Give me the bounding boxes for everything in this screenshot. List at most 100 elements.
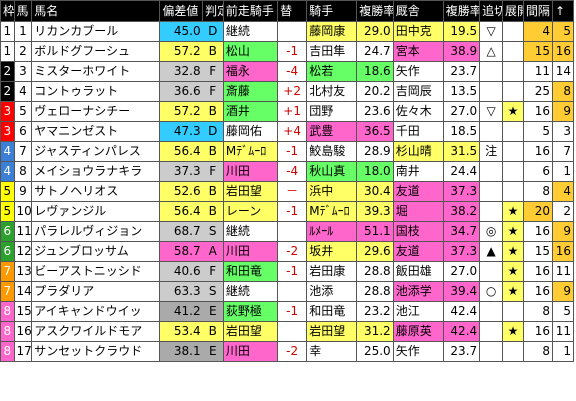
horse-name: ヴェローナシチー [31, 101, 161, 122]
horse-number: 3 [13, 61, 33, 82]
header-dev[interactable]: 偏差値 [159, 0, 204, 22]
up-value: 14 [552, 61, 574, 82]
table-row[interactable]: 7 14 プラダリア 63.3 S 継続 池添 28.8 池添学 39.4 ○ ★ 16 9 [0, 281, 574, 302]
jockey-switch: -4 [277, 61, 308, 82]
table-row[interactable]: 1 1 リカンカブール 45.0 D 継続 藤岡康 29.0 田中克 19.5 ▽ 4 5 [0, 21, 574, 42]
table-row[interactable]: 3 6 ヤマニンゼスト 47.3 D 藤岡佑 +4 武豊 36.5 千田 18.5 5 3 [0, 121, 574, 142]
table-row[interactable]: 4 8 メイショウラナキラ 37.3 F 川田 -4 秋山真 18.0 南井 24.4 6 1 [0, 161, 574, 182]
deviation-value: 56.4 [159, 141, 203, 162]
grade-badge: F [202, 81, 224, 102]
up-value: 4 [552, 181, 574, 202]
trainer: 池江 [392, 301, 444, 322]
jockey-rate: 39.3 [356, 201, 394, 222]
up-value: 5 [552, 21, 574, 42]
header-oikiri[interactable]: 追切 [479, 0, 504, 22]
kankaku-value: 16 [522, 281, 554, 302]
header-prev-jockey[interactable]: 前走騎手 [222, 0, 279, 22]
jockey: 岩田望 [306, 321, 358, 342]
deviation-value: 57.2 [159, 41, 203, 62]
header-switch[interactable]: 替 [277, 0, 308, 22]
oikiri-mark [479, 81, 504, 102]
waku-cell: 1 [0, 41, 15, 62]
up-value: 5 [552, 301, 574, 322]
deviation-value: 58.7 [159, 241, 203, 262]
waku-cell: 7 [0, 281, 15, 302]
header-name[interactable]: 馬名 [31, 0, 161, 22]
jockey-switch: -1 [277, 41, 308, 62]
grade-badge: A [202, 241, 224, 262]
horse-number: 9 [13, 181, 33, 202]
trainer: 友道 [392, 241, 444, 262]
oikiri-mark: ◎ [479, 221, 504, 242]
table-row[interactable]: 2 3 ミスターホワイト 32.8 F 福永 -4 松若 18.6 矢作 23.7 11 14 [0, 61, 574, 82]
deviation-value: 57.2 [159, 101, 203, 122]
waku-cell: 3 [0, 121, 15, 142]
up-value: 9 [552, 101, 574, 122]
header-kankaku[interactable]: 間隔 [522, 0, 554, 22]
grade-badge: D [202, 121, 224, 142]
deviation-value: 40.6 [159, 261, 203, 282]
table-row[interactable]: 3 5 ヴェローナシチー 57.2 B 酒井 +1 団野 23.6 佐々木 27.0 ▽ ★ 16 9 [0, 101, 574, 122]
jockey: 吉田隼 [306, 41, 358, 62]
table-row[interactable]: 8 17 サンセットクラウド 38.1 E 川田 -2 幸 25.0 矢作 23.7 8 1 [0, 341, 574, 362]
table-row[interactable]: 1 2 ボルドグフーシュ 57.2 B 松山 -1 吉田隼 24.7 宮本 38.9 △ 15 16 [0, 41, 574, 62]
oikiri-mark: △ [479, 41, 504, 62]
jockey-rate: 18.0 [356, 161, 394, 182]
trainer-rate: 27.0 [442, 101, 481, 122]
header-ban[interactable]: 馬 [13, 0, 33, 22]
header-tenkai[interactable]: 展開 [502, 0, 524, 22]
prev-jockey: 継続 [222, 281, 279, 302]
jockey: 武豊 [306, 121, 358, 142]
jockey-switch [277, 21, 308, 42]
header-jockey-rate[interactable]: 複勝率 [356, 0, 394, 22]
jockey: ﾙﾒｰﾙ [306, 221, 358, 242]
header-waku[interactable]: 枠 [0, 0, 15, 22]
table-row[interactable]: 4 7 ジャスティンパレス 56.4 B Mﾃﾞﾑｰﾛ -1 鮫島駿 28.9 杉山晴 31.5 注 1… [0, 141, 574, 162]
prev-jockey: レーン [222, 201, 279, 222]
header-grade[interactable]: 判定 [202, 0, 224, 22]
jockey-rate: 18.6 [356, 61, 394, 82]
tenkai-mark: ★ [502, 281, 524, 302]
waku-cell: 6 [0, 221, 15, 242]
tenkai-mark: ★ [502, 241, 524, 262]
deviation-value: 32.8 [159, 61, 203, 82]
header-jockey[interactable]: 騎手 [306, 0, 358, 22]
deviation-value: 53.4 [159, 321, 203, 342]
table-row[interactable]: 2 4 コントゥラット 36.6 F 斎藤 +2 北村友 20.2 吉岡辰 13.5 25 8 [0, 81, 574, 102]
horse-number: 8 [13, 161, 33, 182]
kankaku-value: 15 [522, 41, 554, 62]
grade-badge: S [202, 281, 224, 302]
tenkai-mark [502, 301, 524, 322]
kankaku-value: 16 [522, 101, 554, 122]
kankaku-value: 6 [522, 161, 554, 182]
grade-badge: B [202, 201, 224, 222]
tenkai-mark [502, 121, 524, 142]
race-table: 枠 馬 馬名 偏差値 判定 前走騎手 替 騎手 複勝率 厩舎 複勝率 追切 展開… [0, 0, 574, 362]
table-row[interactable]: 5 9 サトノヘリオス 52.6 B 岩田望－浜中 30.4 友道 37.3 8 4 [0, 181, 574, 202]
table-row[interactable]: 5 10 レヴァンジル 56.4 B レーン -1 Mﾃﾞﾑｰﾛ 39.3 堀 38.2 ★ 20 2 [0, 201, 574, 222]
header-trainer-rate[interactable]: 複勝率 [442, 0, 481, 22]
kankaku-value: 8 [522, 301, 554, 322]
header-up[interactable]: ↑ [552, 0, 574, 22]
table-row[interactable]: 6 12 ジュンブロッサム 58.7 A 川田 -2 坂井 29.6 友道 37.3 ▲ ★ 15 16 [0, 241, 574, 262]
table-body: 1 1 リカンカブール 45.0 D 継続 藤岡康 29.0 田中克 19.5 ▽ 4 5 1 2 ボルドグフ… [0, 21, 574, 362]
grade-badge: B [202, 41, 224, 62]
table-row[interactable]: 8 15 アイキャンドウイッ 41.2 E 荻野極 -1 和田竜 23.2 池江 42.4 8 5 [0, 301, 574, 322]
grade-badge: F [202, 61, 224, 82]
jockey-rate: 51.1 [356, 221, 394, 242]
prev-jockey: 川田 [222, 341, 279, 362]
table-row[interactable]: 8 16 アスクワイルドモア 53.4 B 岩田望 岩田望 31.2 藤原英 42.4 ★ 16 11 [0, 321, 574, 342]
table-row[interactable]: 7 13 ビーアストニッシド 40.6 F 和田竜 -1 岩田康 28.8 飯田雄 27.0 ★ 16 1… [0, 261, 574, 282]
oikiri-mark [479, 321, 504, 342]
horse-name: サンセットクラウド [31, 341, 161, 362]
jockey-switch: +4 [277, 121, 308, 142]
oikiri-mark [479, 121, 504, 142]
header-trainer[interactable]: 厩舎 [392, 0, 444, 22]
kankaku-value: 16 [522, 141, 554, 162]
horse-name: ミスターホワイト [31, 61, 161, 82]
jockey-rate: 23.2 [356, 301, 394, 322]
trainer-rate: 23.7 [442, 61, 481, 82]
trainer-rate: 38.9 [442, 41, 481, 62]
trainer: 宮本 [392, 41, 444, 62]
table-row[interactable]: 6 11 パラレルヴィジョン 68.7 S 継続 ﾙﾒｰﾙ 51.1 国枝 34.7 ◎ ★ 16 9 [0, 221, 574, 242]
